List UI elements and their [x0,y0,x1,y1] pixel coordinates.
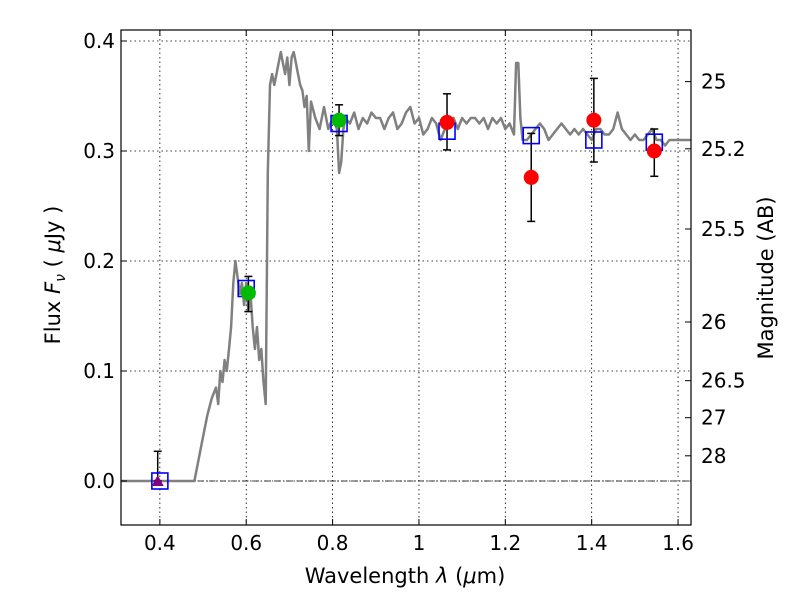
y-tick-label: 0.0 [83,469,115,493]
x-tick-label: 1.6 [662,531,694,555]
mag-tick-label: 28 [701,444,726,468]
observed-point [646,143,662,159]
y-tick-label: 0.2 [83,249,115,273]
observed-triangle-point [151,475,164,486]
y-tick-label: 0.1 [83,359,115,383]
mag-tick-label: 27 [701,406,726,430]
observed-point [523,169,539,185]
x-axis-label: Wavelength λ (μm) [305,564,506,588]
observed-point [439,114,455,130]
grid-lines [121,30,691,525]
x-tick-label: 1 [413,531,426,555]
x-tick-label: 0.6 [230,531,262,555]
model-spectrum-line [121,50,691,483]
mag-tick-label: 26 [701,310,726,334]
observed-point [586,112,602,128]
y-tick-label: 0.3 [83,139,115,163]
x-tick-label: 0.4 [144,531,176,555]
mag-tick-label: 25.5 [701,217,746,241]
observed-photometry-markers [151,112,662,486]
tick-labels: 0.4 0.6 0.8 1 1.2 1.4 1.6 0.0 0.1 0.2 0.3 0.4 25 25.2… [83,29,745,555]
mag-tick-label: 25.2 [701,137,746,161]
mag-tick-label: 25 [701,70,726,94]
x-tick-label: 1.4 [576,531,608,555]
error-bars [153,77,659,482]
axis-ticks [121,30,691,525]
y-tick-label: 0.4 [83,29,115,53]
observed-point [331,112,347,128]
model-square-marker [585,131,603,149]
mag-tick-label: 26.5 [701,369,746,393]
model-photometry-markers [151,114,664,490]
x-tick-label: 0.8 [317,531,349,555]
right-axis-label: Magnitude (AB) [754,196,778,359]
model-square-marker [151,472,169,490]
model-square-marker [522,126,541,145]
x-tick-label: 1.2 [489,531,521,555]
observed-point [240,285,256,301]
y-axis-label: Flux Fν ( μJy ) [41,206,69,345]
plot-frame [120,29,692,526]
